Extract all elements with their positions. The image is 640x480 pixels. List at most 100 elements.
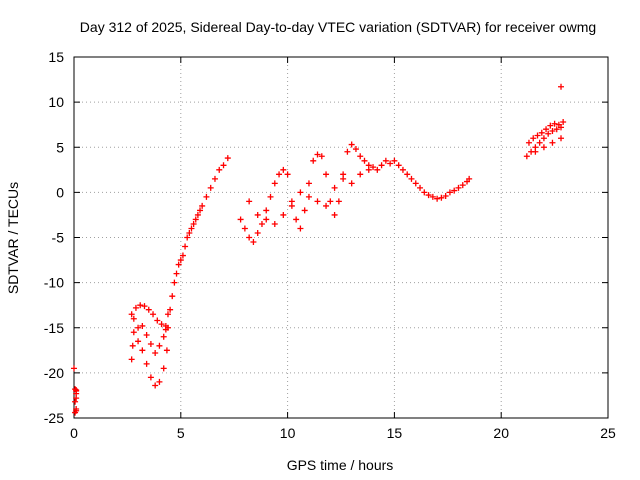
data-point bbox=[179, 252, 186, 259]
data-point bbox=[177, 257, 184, 264]
data-point bbox=[305, 180, 312, 187]
data-point bbox=[365, 166, 372, 173]
data-point bbox=[404, 171, 411, 178]
data-point bbox=[156, 342, 163, 349]
data-point bbox=[417, 184, 424, 191]
data-point bbox=[538, 129, 545, 136]
data-point bbox=[412, 180, 419, 187]
data-point bbox=[192, 216, 199, 223]
y-tick-label: -25 bbox=[44, 410, 64, 426]
data-point bbox=[135, 338, 142, 345]
data-point bbox=[297, 225, 304, 232]
data-point bbox=[378, 162, 385, 169]
data-point bbox=[323, 202, 330, 209]
data-point bbox=[357, 153, 364, 160]
data-point bbox=[169, 293, 176, 300]
series-rise-loop bbox=[128, 155, 231, 389]
data-point bbox=[150, 311, 157, 318]
data-point bbox=[340, 175, 347, 182]
data-point bbox=[466, 175, 473, 182]
data-point bbox=[532, 148, 539, 155]
data-point bbox=[175, 261, 182, 268]
data-point bbox=[250, 239, 257, 246]
data-point bbox=[139, 322, 146, 329]
data-point bbox=[344, 148, 351, 155]
data-point bbox=[530, 135, 537, 142]
data-point bbox=[132, 304, 139, 311]
data-point bbox=[545, 130, 552, 137]
data-point bbox=[164, 311, 171, 318]
y-tick-label: -10 bbox=[44, 275, 64, 291]
data-point bbox=[331, 184, 338, 191]
data-point bbox=[408, 175, 415, 182]
data-point bbox=[135, 324, 142, 331]
x-axis-label: GPS time / hours bbox=[287, 457, 394, 473]
data-point bbox=[374, 166, 381, 173]
data-point bbox=[547, 122, 554, 129]
x-tick-label: 10 bbox=[280, 425, 296, 441]
data-point bbox=[211, 175, 218, 182]
data-point bbox=[425, 192, 432, 199]
data-point bbox=[525, 139, 532, 146]
x-tick-label: 20 bbox=[493, 425, 509, 441]
data-point bbox=[553, 126, 560, 133]
data-point bbox=[549, 128, 556, 135]
y-tick-label: 5 bbox=[56, 139, 64, 155]
data-point bbox=[158, 321, 165, 328]
data-point bbox=[188, 225, 195, 232]
data-point bbox=[147, 374, 154, 381]
x-tick-label: 15 bbox=[387, 425, 403, 441]
data-point bbox=[438, 194, 445, 201]
data-point bbox=[455, 184, 462, 191]
data-point bbox=[314, 198, 321, 205]
data-point bbox=[160, 333, 167, 340]
data-point bbox=[184, 234, 191, 241]
x-tick-label: 5 bbox=[177, 425, 185, 441]
data-point bbox=[254, 211, 261, 218]
data-point bbox=[73, 407, 80, 414]
data-point bbox=[237, 216, 244, 223]
data-point bbox=[73, 395, 80, 402]
data-point bbox=[399, 166, 406, 173]
data-point bbox=[451, 187, 458, 194]
data-point bbox=[246, 234, 253, 241]
data-point bbox=[560, 118, 567, 125]
x-tick-label: 0 bbox=[70, 425, 78, 441]
data-point bbox=[156, 378, 163, 385]
data-point bbox=[318, 153, 325, 160]
grid bbox=[74, 57, 608, 418]
data-point bbox=[199, 202, 206, 209]
data-point bbox=[370, 164, 377, 171]
data-point bbox=[382, 157, 389, 164]
data-point bbox=[442, 192, 449, 199]
data-point bbox=[190, 220, 197, 227]
data-point bbox=[147, 340, 154, 347]
series-end bbox=[523, 83, 567, 160]
y-tick-label: 15 bbox=[48, 49, 64, 65]
data-point bbox=[186, 229, 193, 236]
data-point bbox=[310, 157, 317, 164]
data-point bbox=[284, 171, 291, 178]
data-point bbox=[160, 365, 167, 372]
data-point bbox=[167, 306, 174, 313]
data-point bbox=[549, 139, 556, 146]
data-point bbox=[551, 120, 558, 127]
data-point bbox=[348, 180, 355, 187]
data-point bbox=[173, 270, 180, 277]
data-point bbox=[220, 162, 227, 169]
data-point bbox=[171, 279, 178, 286]
data-point bbox=[314, 151, 321, 158]
data-point bbox=[152, 350, 159, 357]
data-point bbox=[129, 342, 136, 349]
y-tick-label: -20 bbox=[44, 365, 64, 381]
series-plateau bbox=[391, 157, 473, 202]
y-axis-label: SDTVAR / TECUs bbox=[5, 182, 21, 294]
data-point bbox=[203, 193, 210, 200]
data-point bbox=[137, 302, 144, 309]
data-point bbox=[246, 198, 253, 205]
data-point bbox=[271, 220, 278, 227]
data-point bbox=[459, 182, 466, 189]
data-point bbox=[387, 160, 394, 167]
data-point bbox=[263, 216, 270, 223]
